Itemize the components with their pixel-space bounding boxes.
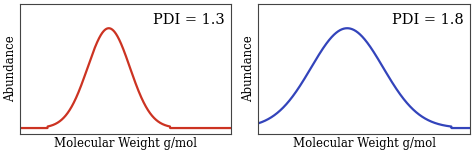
Text: PDI = 1.3: PDI = 1.3 [154, 13, 225, 27]
X-axis label: Molecular Weight g/mol: Molecular Weight g/mol [292, 137, 436, 150]
Y-axis label: Abundance: Abundance [4, 36, 17, 102]
Y-axis label: Abundance: Abundance [243, 36, 255, 102]
X-axis label: Molecular Weight g/mol: Molecular Weight g/mol [54, 137, 197, 150]
Text: PDI = 1.8: PDI = 1.8 [392, 13, 464, 27]
